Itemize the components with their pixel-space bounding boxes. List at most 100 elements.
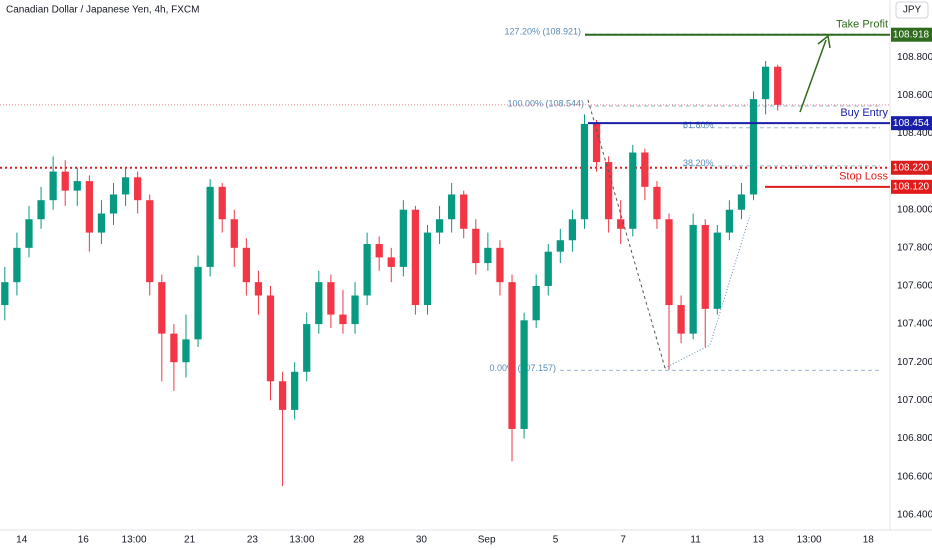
x-tick-label: 13:00 (289, 535, 314, 546)
x-tick-label: 21 (184, 535, 196, 546)
arrow (799, 39, 827, 113)
candle-body (61, 171, 69, 191)
candle-body (472, 228, 480, 264)
currency-box[interactable] (895, 1, 929, 19)
y-tick-label: 107.800 (897, 242, 932, 253)
candle-body (689, 224, 697, 334)
price-box (891, 116, 932, 131)
candle-body (291, 371, 299, 410)
candle-body (194, 266, 202, 340)
x-tick-label: 23 (247, 535, 259, 546)
y-tick-label: 106.600 (897, 471, 932, 482)
level-name: Buy Entry (840, 107, 888, 119)
y-tick-label: 106.400 (897, 509, 932, 520)
y-tick-label: 107.000 (897, 395, 932, 406)
fib-label: 38.20% (683, 158, 714, 168)
candle-body (134, 177, 142, 201)
candle-body (592, 123, 601, 163)
level-name: Take Profit (836, 19, 888, 31)
x-tick-label: 5 (553, 535, 559, 546)
candle-body (629, 152, 637, 229)
x-tick-label: 11 (690, 535, 701, 546)
y-tick-label: 106.800 (897, 433, 932, 444)
candle-body (568, 219, 577, 241)
candle-body (158, 282, 166, 334)
candle-body (363, 244, 371, 296)
y-tick-label: 107.200 (897, 357, 932, 368)
candle-body (387, 257, 395, 267)
currency[interactable]: JPY (903, 5, 922, 16)
candle-body (448, 194, 456, 220)
y-tick-label: 108.400 (897, 128, 932, 139)
chart-title: Canadian Dollar / Japanese Yen, 4h, FXCM (6, 5, 199, 16)
candle-body (13, 247, 21, 283)
candle-body (749, 99, 758, 195)
candle-body (411, 209, 420, 306)
candle-body (218, 186, 226, 220)
candle-body (146, 200, 154, 283)
candle-body (375, 244, 383, 258)
fib-label: 100.00% (108.544) (507, 98, 584, 108)
x-tick-label: 16 (78, 535, 90, 546)
candle-body (484, 247, 492, 264)
candle-body (351, 295, 359, 325)
candle-body (617, 219, 625, 229)
y-tick-label: 108.800 (897, 52, 932, 63)
candle-body (605, 162, 613, 220)
annotation-layer: 108.220 Take Profit 108.918 Buy Entry 108.45… (585, 19, 932, 369)
x-tick-label: 13:00 (122, 535, 147, 546)
candle-body (37, 200, 45, 220)
price-box (891, 27, 932, 42)
candle-body (774, 66, 782, 105)
candle-body (665, 219, 673, 306)
candle-body (25, 219, 33, 248)
candle-body (230, 219, 238, 248)
lines-layer: 106.400 106.600 106.800 107.000 107.200 107.4… (0, 27, 932, 546)
candle-body (97, 213, 106, 233)
price-box-label: 108.220 (893, 162, 930, 173)
candle-body (399, 209, 407, 267)
fib-label: 61.80% (683, 120, 714, 130)
candle-body (677, 305, 685, 334)
fib-trend (587, 99, 666, 369)
price-box (891, 160, 932, 175)
x-tick-label: 13 (753, 535, 765, 546)
x-tick-label: 28 (353, 535, 365, 546)
candle-body (206, 186, 214, 267)
candle-body (532, 285, 540, 321)
candle-body (109, 194, 118, 214)
candle-body (315, 282, 323, 325)
x-tick-label: 30 (416, 535, 428, 546)
candle-body (170, 333, 178, 363)
candle-body (1, 282, 9, 306)
candle-body (423, 232, 432, 306)
x-tick-label: 18 (863, 535, 875, 546)
y-tick-label: 107.600 (897, 281, 932, 292)
candle-body (653, 186, 661, 220)
candle-body (435, 219, 444, 233)
x-tick-label: 14 (16, 535, 28, 546)
candle-body (73, 181, 81, 191)
candle-body (725, 209, 734, 233)
candle-body (544, 251, 552, 286)
candle-body (701, 224, 709, 309)
candle-body (85, 181, 93, 233)
candle-body (266, 295, 275, 382)
candle-body (278, 381, 287, 410)
candle-body (508, 282, 516, 429)
candle-body (713, 232, 721, 309)
candle-body (737, 194, 746, 210)
fib-trend (664, 214, 751, 369)
candle-body (182, 339, 190, 363)
candle-body (49, 171, 57, 201)
price-box-label: 108.454 (893, 118, 930, 129)
price-box-label: 108.918 (893, 29, 930, 40)
candle-body (761, 66, 770, 100)
candle-body (242, 247, 250, 283)
x-tick-label: 13:00 (797, 535, 822, 546)
y-tick-label: 108.600 (897, 90, 932, 101)
candle-body (496, 247, 504, 283)
candles-layer (1, 61, 782, 487)
